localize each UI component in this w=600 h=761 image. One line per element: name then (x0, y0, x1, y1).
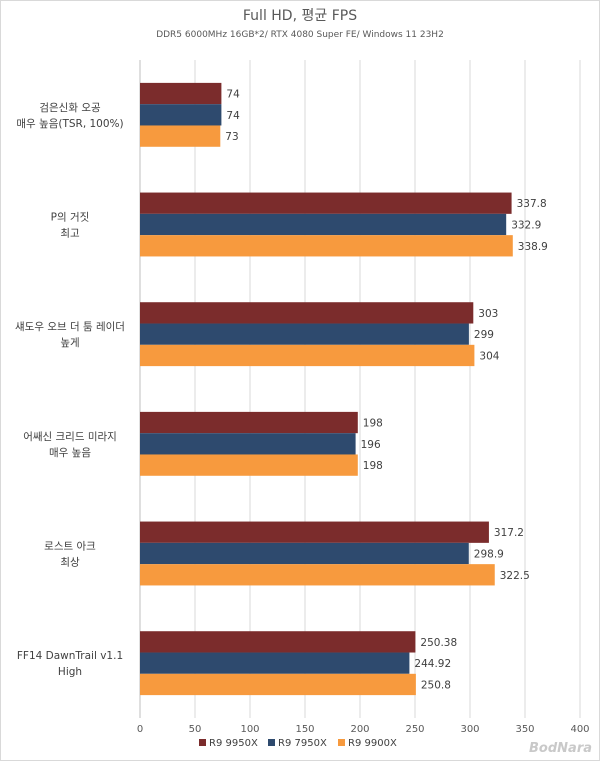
bar (140, 344, 475, 367)
legend-swatch (199, 739, 206, 746)
category-label: 최고 (60, 228, 80, 240)
bar (140, 323, 469, 345)
legend-label: R9 9900X (348, 738, 397, 749)
data-label: 322.5 (500, 570, 530, 582)
x-tick-label: 0 (137, 724, 143, 735)
chart-title: Full HD, 평균 FPS (243, 8, 357, 24)
data-label: 317.2 (494, 527, 524, 539)
data-label: 250.8 (421, 679, 451, 691)
data-label: 198 (363, 418, 383, 430)
bar (140, 521, 489, 543)
x-tick-label: 200 (350, 724, 369, 735)
bar (140, 454, 358, 476)
legend: R9 9950X R9 7950X R9 9900X (199, 738, 397, 749)
bar (140, 433, 356, 455)
legend-label: R9 9950X (209, 738, 258, 749)
bar (140, 631, 416, 653)
data-label: 337.8 (517, 198, 547, 210)
category-label: 검은신화 오공 (39, 102, 101, 114)
x-axis-ticks: 0 50 100 150 200 250 300 350 400 (137, 724, 590, 735)
bar (140, 192, 512, 214)
bar (140, 564, 495, 586)
x-tick-label: 100 (240, 724, 259, 735)
data-label: 196 (361, 439, 381, 451)
data-label: 74 (226, 110, 240, 122)
bar (140, 125, 221, 147)
data-label: 303 (478, 308, 498, 320)
legend-swatch (338, 739, 345, 746)
bars-group: 74 74 73 337.8 332.9 338.9 303 299 304 198 196 198 3… (140, 82, 548, 696)
x-tick-label: 300 (460, 724, 479, 735)
category-label: 높게 (60, 337, 79, 349)
bar (140, 673, 416, 696)
bar (140, 235, 513, 257)
category-label: 로스트 아크 (44, 541, 96, 553)
x-tick-label: 400 (570, 724, 589, 735)
watermark-logo: BodNara (529, 741, 592, 756)
data-label: 338.9 (518, 241, 548, 253)
data-label: 299 (474, 329, 494, 341)
category-label: 매우 높음 (49, 447, 91, 459)
bar (140, 542, 469, 565)
data-label: 74 (226, 89, 240, 101)
data-label: 198 (363, 460, 383, 472)
x-tick-label: 350 (515, 724, 534, 735)
x-tick-label: 50 (189, 724, 202, 735)
data-label: 244.92 (414, 658, 451, 670)
category-label: 섀도우 오브 더 툼 레이더 (15, 321, 125, 333)
legend-label: R9 7950X (278, 738, 327, 749)
bar (140, 302, 474, 324)
legend-swatch (268, 739, 275, 746)
data-label: 332.9 (511, 220, 541, 232)
bar (140, 104, 222, 126)
chart-subtitle: DDR5 6000MHz 16GB*2/ RTX 4080 Super FE/ … (156, 30, 444, 40)
category-label: 어쌔신 크리드 미라지 (23, 431, 117, 443)
x-tick-label: 250 (405, 724, 424, 735)
data-label: 298.9 (474, 549, 504, 561)
category-label: High (58, 666, 82, 678)
category-label: 최상 (60, 557, 80, 569)
data-label: 250.38 (420, 637, 457, 649)
gridlines (139, 60, 581, 718)
category-label: 매우 높음(TSR, 100%) (16, 118, 123, 130)
bar (140, 213, 507, 236)
data-label: 73 (225, 131, 238, 143)
x-tick-label: 150 (295, 724, 314, 735)
category-label: FF14 DawnTrail v1.1 (17, 650, 123, 662)
data-label: 304 (479, 350, 499, 362)
bar (140, 411, 358, 434)
category-label: P의 거짓 (51, 212, 90, 224)
bar (140, 652, 410, 674)
bar (140, 82, 222, 105)
